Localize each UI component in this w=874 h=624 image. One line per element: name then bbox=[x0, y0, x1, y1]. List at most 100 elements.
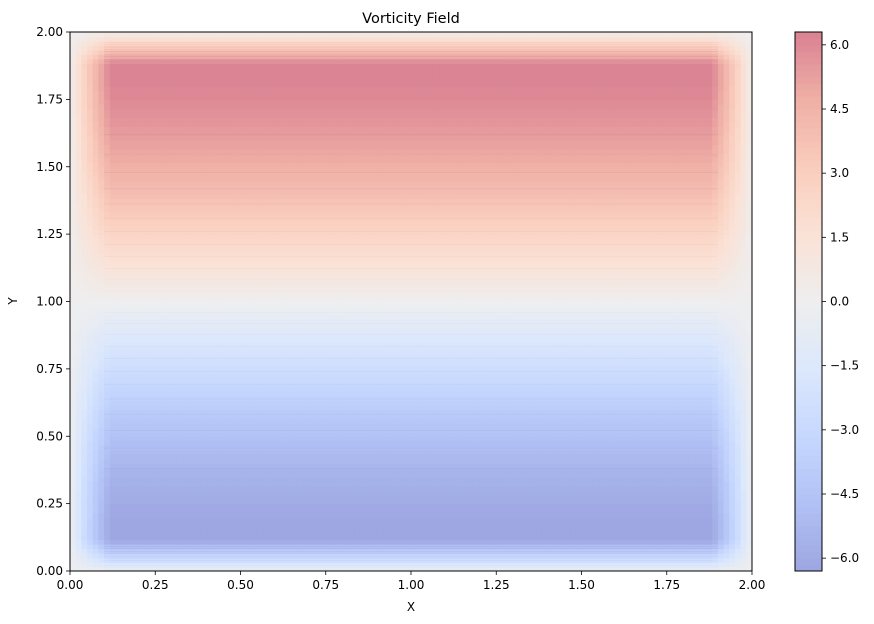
contour-cell bbox=[235, 167, 241, 172]
contour-cell bbox=[70, 499, 76, 504]
contour-cell bbox=[127, 126, 133, 131]
contour-cell bbox=[155, 261, 161, 266]
contour-cell bbox=[184, 207, 190, 212]
contour-cell bbox=[172, 36, 178, 41]
contour-cell bbox=[178, 400, 184, 405]
contour-cell bbox=[258, 495, 264, 500]
contour-cell bbox=[184, 427, 190, 432]
contour-cell bbox=[303, 288, 309, 293]
contour-cell bbox=[189, 135, 195, 140]
contour-cell bbox=[93, 135, 99, 140]
contour-cell bbox=[292, 239, 298, 244]
contour-cell bbox=[280, 481, 286, 486]
contour-cell bbox=[201, 346, 207, 351]
contour-cell bbox=[161, 81, 167, 86]
contour-cell bbox=[275, 400, 281, 405]
contour-cell bbox=[241, 54, 247, 59]
contour-cell bbox=[144, 508, 150, 513]
contour-cell bbox=[133, 535, 139, 540]
contour-cell bbox=[93, 54, 99, 59]
contour-cell bbox=[138, 36, 144, 41]
contour-cell bbox=[150, 207, 156, 212]
contour-cell bbox=[172, 86, 178, 91]
contour-cell bbox=[292, 284, 298, 289]
contour-cell bbox=[275, 153, 281, 158]
contour-cell bbox=[275, 284, 281, 289]
contour-cell bbox=[87, 481, 93, 486]
contour-cell bbox=[115, 288, 121, 293]
contour-cell bbox=[184, 261, 190, 266]
contour-cell bbox=[286, 517, 292, 522]
contour-cell bbox=[127, 337, 133, 342]
contour-cell bbox=[172, 140, 178, 145]
contour-cell bbox=[178, 140, 184, 145]
contour-cell bbox=[189, 86, 195, 91]
contour-cell bbox=[189, 387, 195, 392]
contour-cell bbox=[258, 221, 264, 226]
contour-cell bbox=[292, 513, 298, 518]
contour-cell bbox=[212, 373, 218, 378]
contour-cell bbox=[280, 373, 286, 378]
contour-cell bbox=[246, 207, 252, 212]
contour-cell bbox=[155, 212, 161, 217]
contour-cell bbox=[76, 558, 82, 563]
contour-cell bbox=[263, 315, 269, 320]
contour-cell bbox=[127, 230, 133, 235]
contour-cell bbox=[229, 180, 235, 185]
contour-cell bbox=[280, 126, 286, 131]
contour-cell bbox=[206, 441, 212, 446]
contour-cell bbox=[263, 513, 269, 518]
contour-cell bbox=[98, 257, 104, 262]
contour-cell bbox=[263, 454, 269, 459]
contour-cell bbox=[87, 194, 93, 199]
contour-cell bbox=[104, 445, 110, 450]
contour-cell bbox=[87, 445, 93, 450]
contour-cell bbox=[286, 135, 292, 140]
contour-cell bbox=[223, 275, 229, 280]
contour-cell bbox=[167, 153, 173, 158]
contour-cell bbox=[269, 409, 275, 414]
contour-cell bbox=[184, 513, 190, 518]
contour-cell bbox=[167, 45, 173, 50]
contour-cell bbox=[144, 351, 150, 356]
contour-cell bbox=[161, 108, 167, 113]
contour-cell bbox=[70, 414, 76, 419]
contour-cell bbox=[93, 472, 99, 477]
contour-cell bbox=[269, 454, 275, 459]
contour-cell bbox=[258, 122, 264, 127]
contour-cell bbox=[229, 378, 235, 383]
contour-cell bbox=[178, 297, 184, 302]
contour-cell bbox=[229, 257, 235, 262]
contour-cell bbox=[201, 212, 207, 217]
contour-cell bbox=[138, 387, 144, 392]
contour-cell bbox=[76, 261, 82, 266]
contour-cell bbox=[297, 95, 303, 100]
contour-cell bbox=[201, 257, 207, 262]
contour-cell bbox=[81, 315, 87, 320]
contour-cell bbox=[263, 346, 269, 351]
contour-cell bbox=[235, 409, 241, 414]
contour-cell bbox=[223, 239, 229, 244]
contour-cell bbox=[263, 310, 269, 315]
contour-cell bbox=[93, 50, 99, 55]
contour-cell bbox=[127, 346, 133, 351]
contour-cell bbox=[104, 158, 110, 163]
contour-cell bbox=[81, 86, 87, 91]
contour-cell bbox=[258, 99, 264, 104]
contour-cell bbox=[161, 544, 167, 549]
contour-cell bbox=[206, 32, 212, 37]
contour-cell bbox=[93, 77, 99, 82]
contour-cell bbox=[115, 387, 121, 392]
contour-cell bbox=[144, 225, 150, 230]
contour-cell bbox=[201, 158, 207, 163]
contour-cell bbox=[104, 495, 110, 500]
contour-cell bbox=[218, 364, 224, 369]
contour-cell bbox=[127, 122, 133, 127]
contour-cell bbox=[206, 216, 212, 221]
contour-cell bbox=[212, 531, 218, 536]
contour-cell bbox=[292, 526, 298, 531]
contour-cell bbox=[275, 490, 281, 495]
contour-cell bbox=[280, 324, 286, 329]
contour-cell bbox=[76, 284, 82, 289]
contour-cell bbox=[297, 454, 303, 459]
